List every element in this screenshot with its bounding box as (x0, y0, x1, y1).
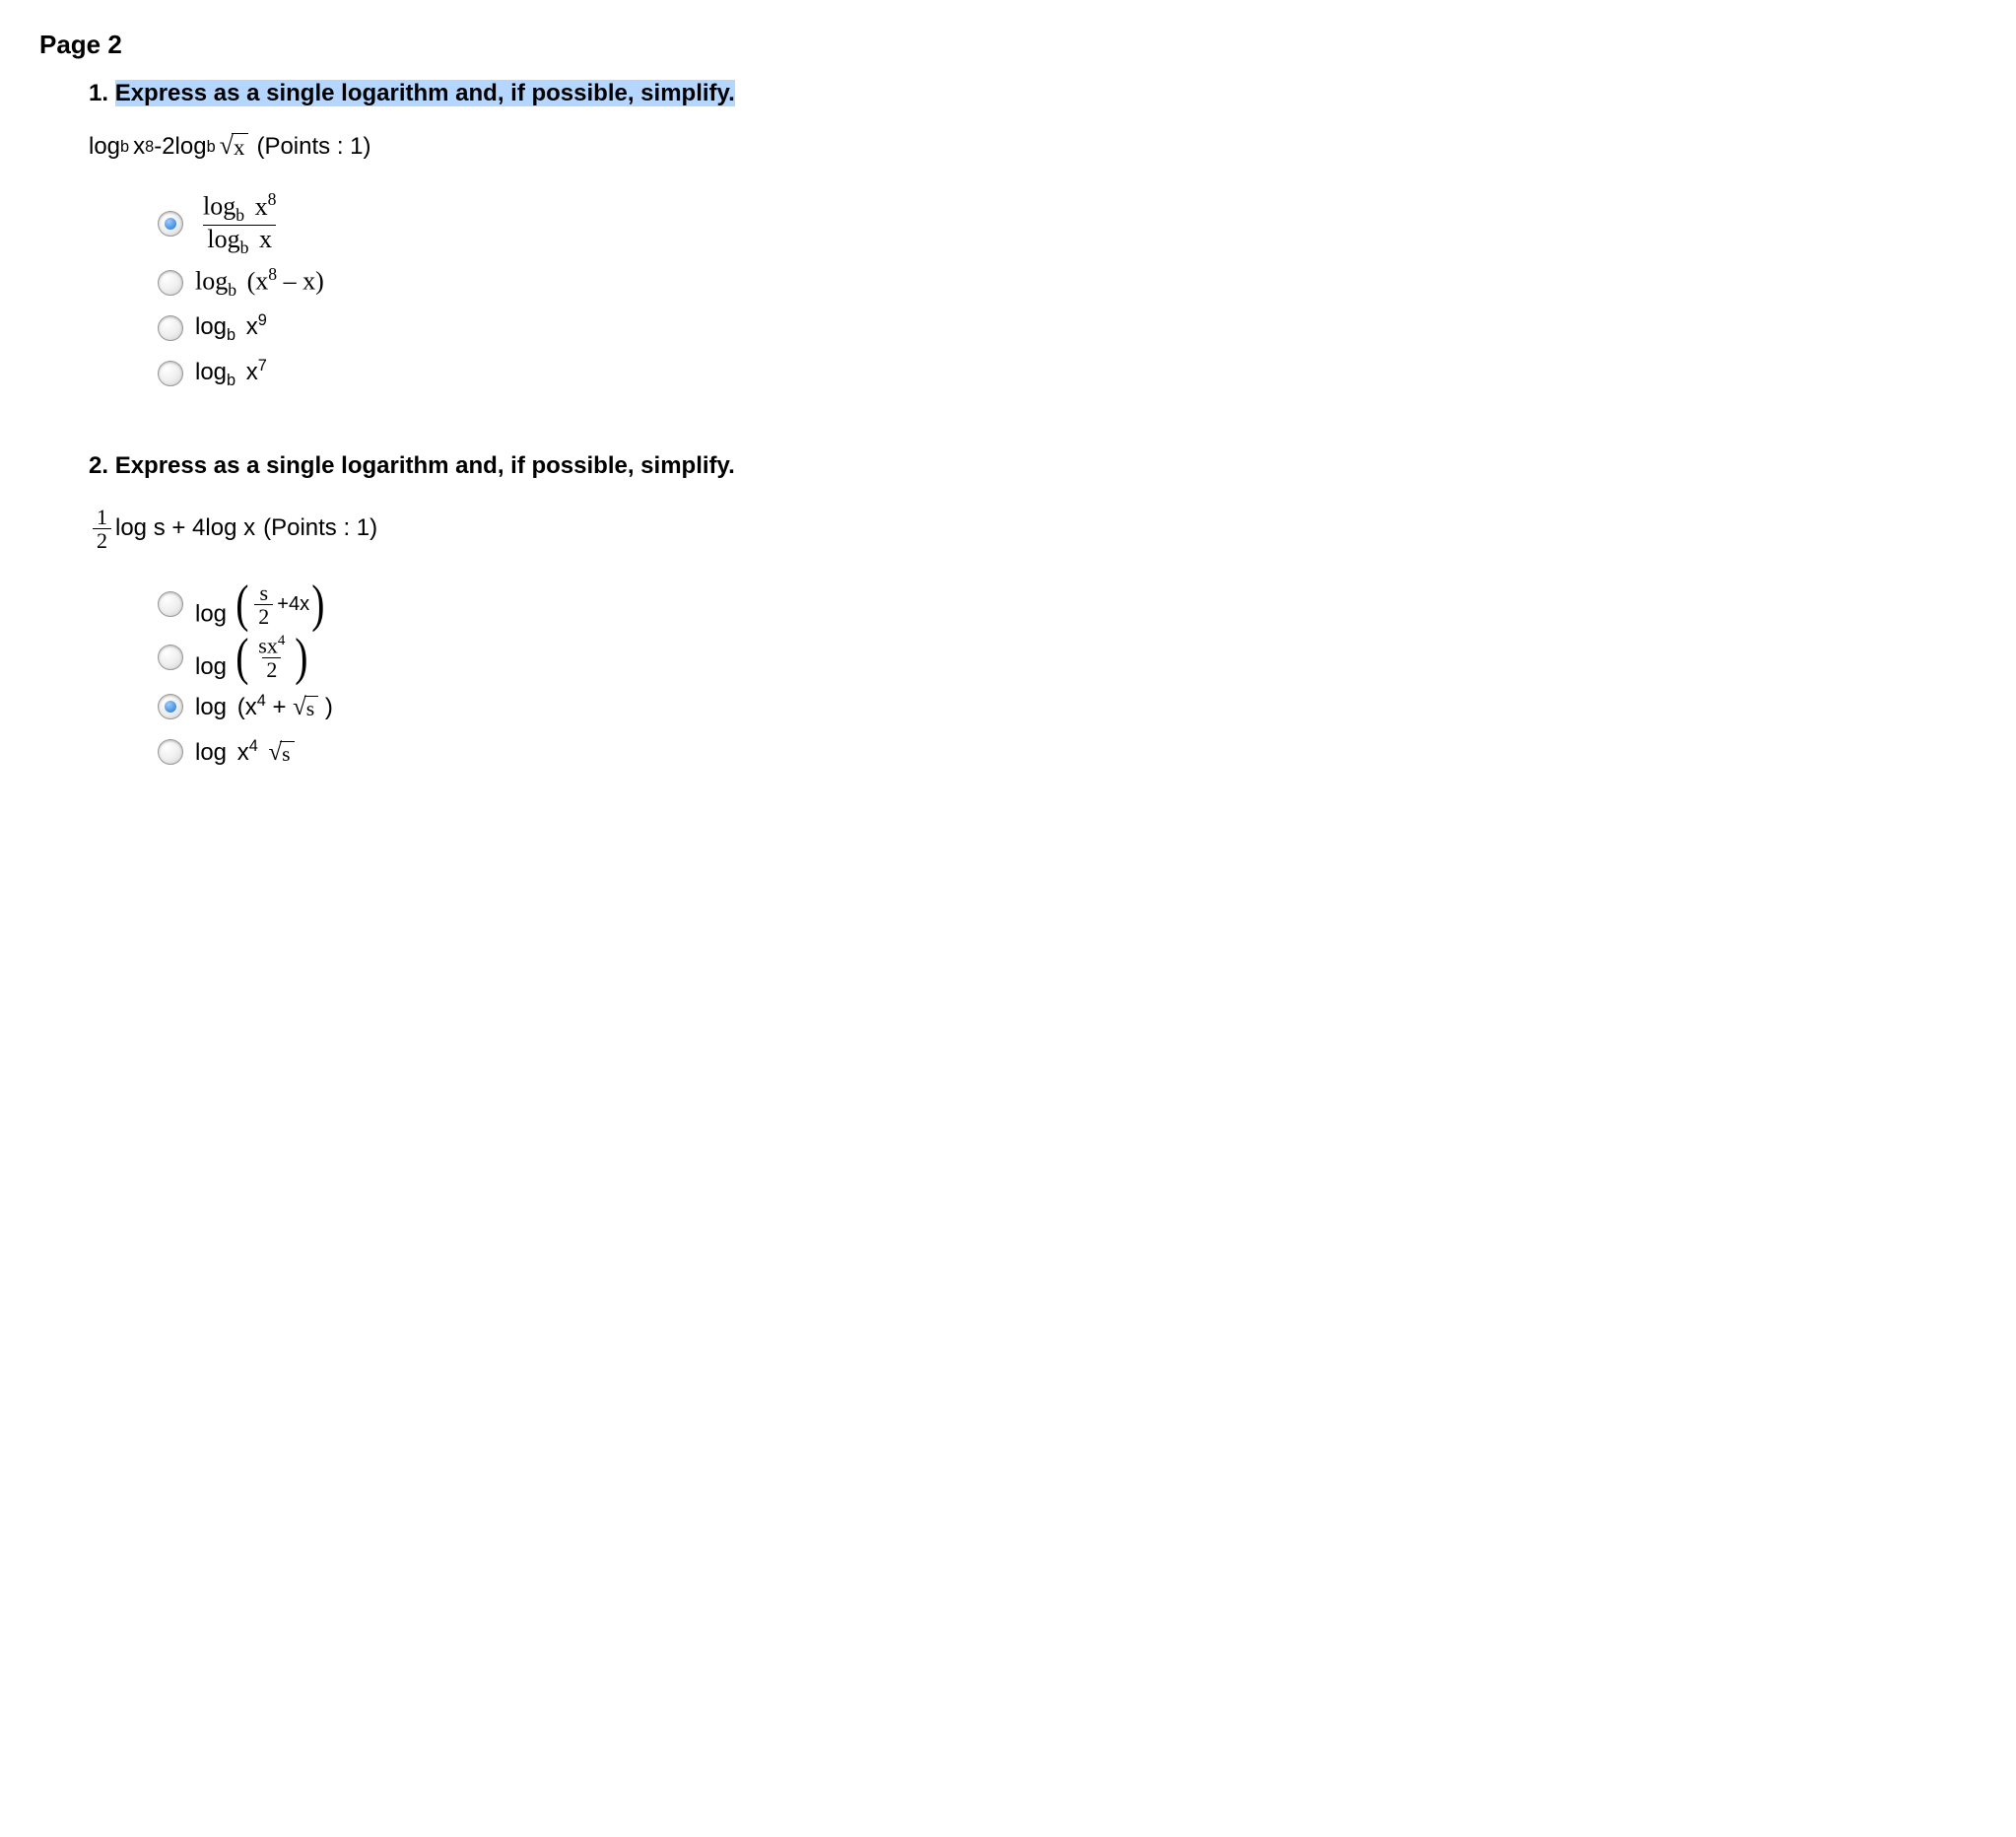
q2-option-4-content: log x4 √s (195, 737, 295, 768)
q1o2-close: ) (315, 267, 324, 296)
q2-option-2[interactable]: log ( sx4 2 ) (158, 634, 1977, 681)
q2-frac-num: 1 (93, 506, 111, 528)
question-2-prompt: 2. Express as a single logarithm and, if… (89, 452, 1977, 480)
q2o3-open: ( (237, 694, 245, 720)
question-2-number: 2. (89, 452, 108, 479)
q1o1-den-base: b (240, 238, 249, 257)
radio-icon[interactable] (158, 270, 183, 296)
q2o2-den: 2 (262, 657, 281, 681)
q2o3-fn: log (195, 694, 227, 720)
radio-icon[interactable] (158, 315, 183, 341)
question-1-prompt-text: Express as a single logarithm and, if po… (115, 80, 735, 106)
q2o4-fn: log (195, 739, 227, 766)
q1-term2-fn: log (175, 133, 207, 161)
q1-coef2: 2 (162, 133, 174, 161)
q1o4-base: b (227, 371, 235, 388)
question-1-expression: logb x8 - 2logb √x (Points : 1) (89, 133, 1977, 161)
q2-option-4[interactable]: log x4 √s (158, 732, 1977, 772)
q1o2-exp: 8 (268, 264, 277, 284)
question-2-expression: 1 2 log s + 4log x (Points : 1) (89, 506, 1977, 552)
q1-option-3[interactable]: logb x9 (158, 308, 1977, 348)
question-2-prompt-text: Express as a single logarithm and, if po… (115, 452, 735, 479)
q1-option-2-content: logb (x8 – x) (195, 264, 324, 301)
radio-icon[interactable] (158, 739, 183, 765)
q2-option-2-content: log ( sx4 2 ) (195, 634, 310, 681)
q1o2-arg2: x (302, 267, 315, 296)
q1-option-2[interactable]: logb (x8 – x) (158, 263, 1977, 303)
q1o3-exp: 9 (258, 311, 267, 329)
radio-icon[interactable] (158, 211, 183, 237)
question-1-points: (Points : 1) (256, 133, 370, 161)
question-2-options: log ( s 2 + 4x ) log ( (158, 581, 1977, 772)
q1-term1-exp: 8 (145, 138, 154, 157)
q1-option-4[interactable]: logb x7 (158, 354, 1977, 393)
question-2-points: (Points : 1) (263, 514, 377, 542)
question-1-options: logb x8 logb x logb (x8 – x) logb (158, 190, 1977, 392)
q2-option-1-content: log ( s 2 + 4x ) (195, 581, 327, 629)
q2o2-fn: log (195, 653, 227, 680)
q2-rest: log s + 4log x (115, 514, 255, 542)
q2o2-num-exp: 4 (278, 633, 285, 648)
q1o1-num-exp: 8 (268, 189, 277, 209)
question-1-number: 1. (89, 80, 108, 106)
q2o3-close: ) (325, 694, 333, 720)
question-1: 1. Express as a single logarithm and, if… (89, 80, 1977, 393)
q1-option-1[interactable]: logb x8 logb x (158, 190, 1977, 256)
q2o4-exp: 4 (249, 737, 258, 755)
q1o2-base: b (228, 280, 236, 300)
radio-icon[interactable] (158, 645, 183, 670)
q1-term1-base: b (120, 138, 129, 157)
q1o4-fn: log (195, 359, 227, 385)
q2o3-sqrt-arg: s (304, 696, 318, 722)
q1o3-fn: log (195, 313, 227, 340)
q1-minus: - (154, 133, 162, 161)
q2-option-3-content: log (x4 + √s ) (195, 692, 333, 722)
q1o1-den-arg: x (259, 225, 272, 253)
q2o2-num-pre: sx (258, 634, 278, 658)
q1o4-exp: 7 (258, 357, 267, 374)
q2o4-sqrt: √s (268, 741, 294, 768)
q1o1-num-fn: log (203, 192, 235, 221)
q2-option-1[interactable]: log ( s 2 + 4x ) (158, 581, 1977, 629)
question-1-prompt: 1. Express as a single logarithm and, if… (89, 80, 1977, 107)
radio-icon[interactable] (158, 591, 183, 617)
q2o1-plus: + (277, 593, 289, 616)
q1o3-base: b (227, 325, 235, 343)
q1o1-num-arg: x (255, 192, 268, 221)
q1o2-arg1: x (255, 267, 268, 296)
q2-option-3[interactable]: log (x4 + √s ) (158, 687, 1977, 726)
q2o3-sqrt: √s (293, 696, 318, 722)
q1-option-1-content: logb x8 logb x (195, 190, 284, 256)
q2o4-sqrt-arg: s (280, 741, 294, 768)
q1o1-num-base: b (235, 205, 244, 225)
question-2: 2. Express as a single logarithm and, if… (89, 452, 1977, 773)
q2-frac-den: 2 (93, 528, 111, 552)
q1o3-arg: x (246, 313, 258, 340)
q1-option-4-content: logb x7 (195, 357, 267, 390)
q1o2-fn: log (195, 267, 228, 296)
q2o3-exp: 4 (257, 692, 266, 710)
q2o3-plus: + (266, 694, 293, 720)
radio-icon[interactable] (158, 694, 183, 719)
q1-term1-arg: x (133, 133, 145, 161)
q2o1-frac-den: 2 (254, 604, 273, 628)
q2o1-frac-num: s (256, 581, 273, 604)
q1-term2-base: b (207, 138, 216, 157)
q1o2-minus: – (277, 267, 302, 296)
page-title: Page 2 (39, 30, 1977, 60)
q1-option-3-content: logb x9 (195, 311, 267, 345)
q1o4-arg: x (246, 359, 258, 385)
q1-term2-sqrt: √x (220, 133, 249, 161)
q1o1-den-fn: log (207, 225, 239, 253)
radio-icon[interactable] (158, 361, 183, 386)
q1-term1-fn: log (89, 133, 120, 161)
q2o1-fn: log (195, 600, 227, 627)
q2o4-argA: x (237, 739, 249, 766)
q2o1-t2: 4x (289, 593, 309, 616)
q2o3-argA: x (245, 694, 257, 720)
q1o2-open: ( (247, 267, 256, 296)
q1-term2-sqrt-arg: x (232, 133, 248, 161)
